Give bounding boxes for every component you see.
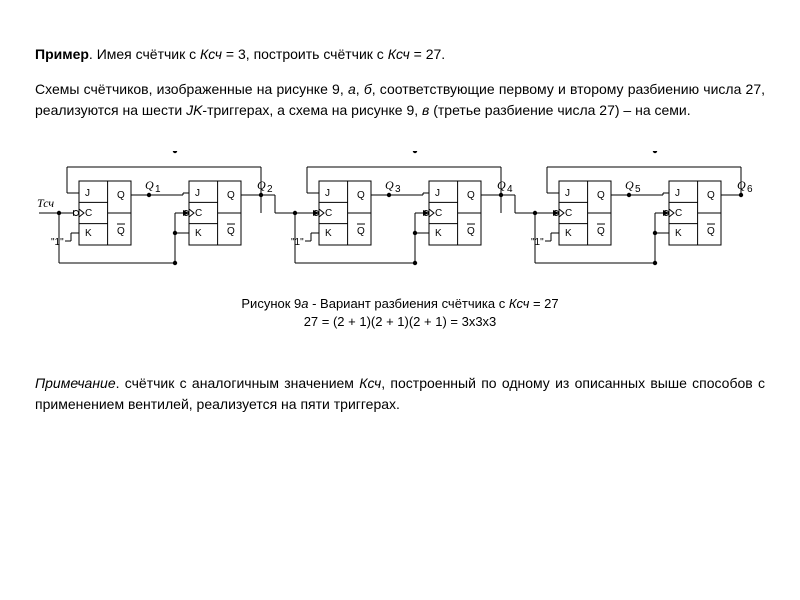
- svg-text:"1": "1": [291, 237, 304, 248]
- svg-text:C: C: [195, 208, 202, 219]
- svg-text:K: K: [435, 228, 442, 239]
- p1-bold: Пример: [35, 46, 89, 62]
- svg-text:J: J: [195, 188, 200, 199]
- svg-text:J: J: [435, 188, 440, 199]
- svg-text:J: J: [85, 188, 90, 199]
- svg-text:"1": "1": [531, 237, 544, 248]
- svg-text:Тсч: Тсч: [37, 196, 54, 210]
- svg-text:K: K: [85, 228, 92, 239]
- svg-text:K: K: [675, 228, 682, 239]
- paragraph-2: Схемы счётчиков, изображенные на рисунке…: [35, 79, 765, 121]
- svg-text:5: 5: [635, 184, 641, 195]
- figure-caption: Рисунок 9а - Вариант разбиения счётчика …: [35, 295, 765, 331]
- svg-text:"1": "1": [51, 237, 64, 248]
- svg-text:K: K: [195, 228, 202, 239]
- svg-text:C: C: [565, 208, 572, 219]
- svg-text:1: 1: [155, 184, 161, 195]
- svg-text:C: C: [85, 208, 92, 219]
- svg-text:K: K: [325, 228, 332, 239]
- svg-text:6: 6: [747, 184, 753, 195]
- svg-text:Q: Q: [467, 226, 475, 237]
- svg-text:J: J: [675, 188, 680, 199]
- svg-text:Q: Q: [467, 190, 475, 201]
- svg-text:C: C: [675, 208, 682, 219]
- svg-text:Q: Q: [625, 178, 634, 192]
- counter-diagram: ТсчJCKQQJCKQQJCKQQJCKQQJCKQQJCKQQQ1"1"Q2…: [35, 151, 765, 281]
- svg-text:Q: Q: [385, 178, 394, 192]
- svg-text:Q: Q: [357, 190, 365, 201]
- svg-text:Q: Q: [227, 190, 235, 201]
- svg-text:C: C: [325, 208, 332, 219]
- svg-text:Q: Q: [707, 226, 715, 237]
- paragraph-3: Примечание. счётчик с аналогичным значен…: [35, 373, 765, 415]
- svg-text:C: C: [435, 208, 442, 219]
- svg-text:Q: Q: [117, 226, 125, 237]
- svg-text:Q: Q: [707, 190, 715, 201]
- svg-text:J: J: [325, 188, 330, 199]
- svg-text:J: J: [565, 188, 570, 199]
- svg-text:4: 4: [507, 184, 513, 195]
- paragraph-1: Пример. Имея счётчик с Ксч = 3, построит…: [35, 44, 765, 65]
- svg-text:K: K: [565, 228, 572, 239]
- svg-text:Q: Q: [145, 178, 154, 192]
- svg-text:Q: Q: [227, 226, 235, 237]
- svg-text:Q: Q: [597, 226, 605, 237]
- svg-text:2: 2: [267, 184, 273, 195]
- svg-text:Q: Q: [597, 190, 605, 201]
- svg-text:3: 3: [395, 184, 401, 195]
- svg-text:Q: Q: [357, 226, 365, 237]
- svg-text:Q: Q: [117, 190, 125, 201]
